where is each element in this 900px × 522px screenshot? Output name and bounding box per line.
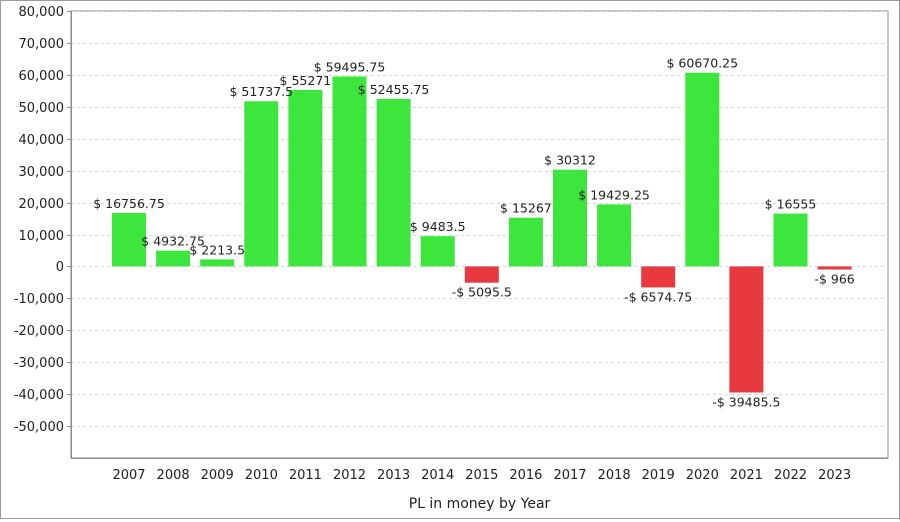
bars [112, 72, 852, 393]
x-tick-label: 2020 [686, 468, 719, 483]
bar [156, 250, 191, 267]
axes [71, 11, 888, 459]
y-tick-labels: 80,000 70,000 60,000 50,000 40,000 30,000 20,0… [14, 5, 64, 435]
data-label: $ 15267 [500, 201, 552, 216]
bar [420, 236, 455, 267]
x-tick-label: 2008 [157, 468, 190, 483]
x-tick-label: 2023 [818, 468, 851, 483]
x-tick-label: 2007 [112, 468, 145, 483]
data-label: $ 55271 [280, 73, 332, 88]
y-tick-label: 70,000 [19, 37, 65, 52]
y-tick-label: 80,000 [19, 5, 65, 20]
data-label: -$ 39485.5 [712, 395, 780, 410]
bar [553, 169, 587, 267]
data-label: $ 9483.5 [410, 219, 466, 234]
x-tick-label: 2019 [642, 468, 675, 483]
x-axis-title: PL in money by Year [409, 496, 551, 512]
data-label: $ 16756.75 [93, 196, 165, 211]
x-tick-label: 2022 [774, 468, 807, 483]
data-label: $ 52455.75 [358, 82, 430, 97]
bar [200, 259, 235, 267]
x-tick-label: 2015 [465, 468, 498, 483]
bar [112, 212, 146, 267]
bar [332, 76, 367, 267]
y-tick-label: 0 [56, 260, 64, 275]
data-label: $ 4932.75 [141, 234, 205, 249]
bar [773, 213, 808, 267]
bar [244, 101, 279, 267]
y-tick-label: 50,000 [19, 101, 65, 116]
y-tick-label: -30,000 [14, 356, 64, 371]
bar [597, 204, 632, 267]
x-tick-label: 2021 [730, 468, 763, 483]
y-tick-label: -50,000 [14, 420, 64, 435]
x-tick-label: 2016 [509, 468, 542, 483]
bar [729, 266, 764, 393]
bar [641, 266, 676, 288]
bar [817, 266, 852, 270]
data-label: $ 51737.5 [229, 84, 293, 99]
data-label: $ 19429.25 [578, 187, 650, 202]
data-label: -$ 966 [814, 272, 854, 287]
y-tick-label: -20,000 [14, 324, 64, 339]
bar [464, 266, 499, 283]
y-tick-label: 20,000 [19, 197, 65, 212]
bar [685, 72, 720, 267]
data-label: $ 2213.5 [189, 242, 245, 257]
data-label: $ 30312 [544, 153, 596, 168]
x-tick-label: 2012 [333, 468, 366, 483]
data-label: $ 59495.75 [314, 59, 386, 74]
data-label: $ 60670.25 [667, 56, 739, 71]
y-tick-label: 60,000 [19, 69, 65, 84]
y-tick-label: -10,000 [14, 292, 64, 307]
x-tick-label: 2017 [553, 468, 586, 483]
x-tick-label: 2009 [201, 468, 234, 483]
bar [376, 98, 411, 267]
data-labels: $ 16756.75 $ 4932.75$ 2213.5 $ 51737.5$ 55… [93, 56, 855, 410]
data-label: -$ 6574.75 [624, 289, 692, 304]
x-tick-label: 2010 [245, 468, 278, 483]
bar [508, 217, 543, 267]
x-tick-label: 2013 [377, 468, 410, 483]
data-label: $ 16555 [765, 197, 817, 212]
bar [288, 89, 323, 267]
x-tick-label: 2014 [421, 468, 454, 483]
x-tick-labels: 2007 2008 2009 2010 2011 2012 2013 2014 2015 2016… [112, 468, 851, 483]
y-tick-label: 10,000 [19, 229, 65, 244]
x-tick-label: 2018 [598, 468, 631, 483]
y-tick-label: 40,000 [19, 133, 65, 148]
x-tick-label: 2011 [289, 468, 322, 483]
y-tick-label: 30,000 [19, 165, 65, 180]
data-label: -$ 5095.5 [452, 285, 512, 300]
y-tick-label: -40,000 [14, 388, 64, 403]
